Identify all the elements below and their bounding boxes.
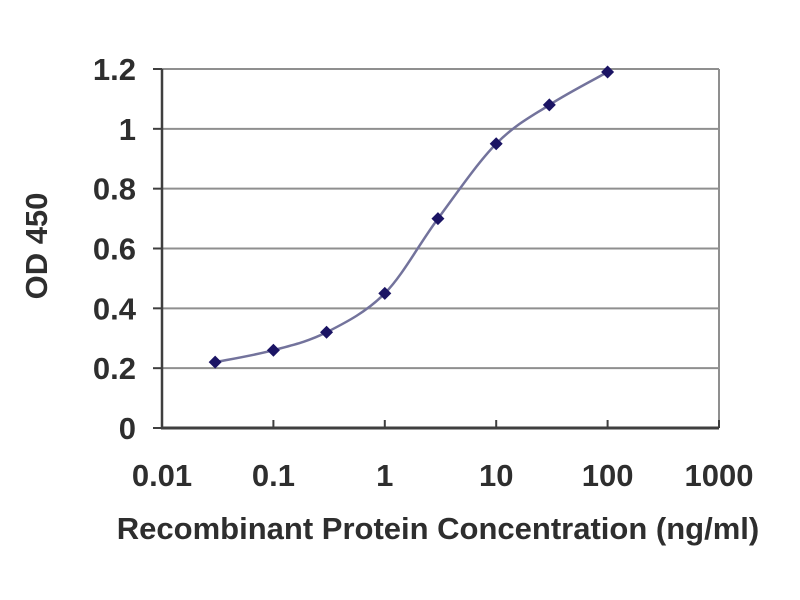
y-tick-label: 0.2 — [93, 351, 136, 386]
data-point-marker — [378, 286, 392, 300]
data-point-marker — [601, 65, 615, 79]
data-point-marker — [431, 212, 445, 226]
data-point-marker — [208, 355, 222, 369]
series-curve — [214, 70, 609, 364]
x-tick-label: 1000 — [685, 458, 754, 493]
tick-labels-layer: 0 0.2 0.4 0.6 0.8 1 1.2 0.01 0.1 1 10 100 1000 — [93, 52, 754, 493]
x-tick-label: 10 — [479, 458, 513, 493]
y-tick-label: 1 — [119, 112, 136, 147]
data-point-marker — [489, 137, 503, 151]
x-tick-label: 1 — [376, 458, 393, 493]
y-tick-label: 0.8 — [93, 172, 136, 207]
y-tick-label: 0.6 — [93, 232, 136, 267]
gridlines-layer — [162, 68, 720, 428]
x-tick-label: 100 — [582, 458, 634, 493]
y-tick-label: 1.2 — [93, 52, 136, 87]
data-point-marker — [542, 98, 556, 112]
y-axis-title: OD 450 — [19, 193, 54, 300]
y-tick-label: 0.4 — [93, 291, 137, 326]
data-series-layer — [208, 65, 615, 369]
x-axis-title: Recombinant Protein Concentration (ng/ml… — [117, 511, 759, 546]
y-tick-label: 0 — [119, 411, 136, 446]
data-point-marker — [320, 325, 334, 339]
axes-layer — [153, 68, 720, 430]
x-tick-label: 0.01 — [132, 458, 192, 493]
x-tick-label: 0.1 — [252, 458, 295, 493]
data-point-marker — [266, 343, 280, 357]
